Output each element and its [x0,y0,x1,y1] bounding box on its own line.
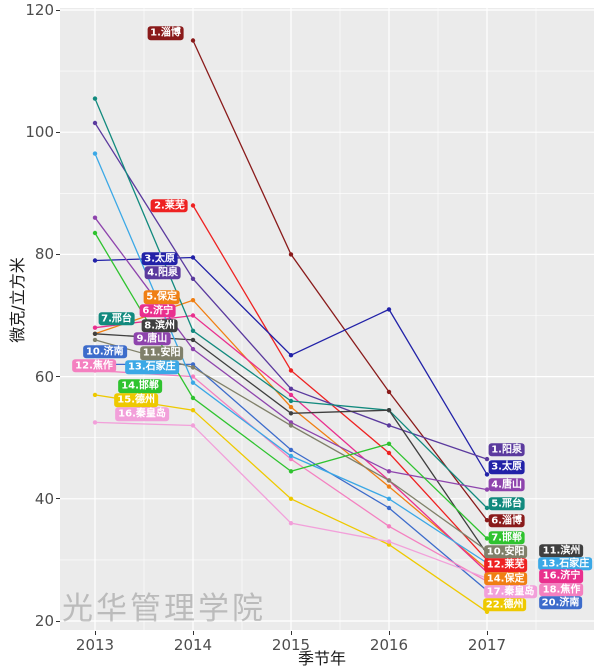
series-label: 7.邯郸 [488,531,525,545]
series-label: 10.济南 [82,344,127,359]
y-tick-label: 120 [25,1,54,19]
series-label: 2.莱芜 [151,198,188,213]
series-label: 14.邯郸 [118,379,162,394]
series-label: 1.阳泉 [488,443,525,457]
series-label: 9.唐山 [133,331,171,346]
y-tick-mark [56,131,60,133]
y-tick-mark [56,498,60,500]
series-label: 4.唐山 [488,477,525,492]
y-tick-label: 20 [34,612,54,630]
series-label: 13.石家庄 [124,360,179,375]
series-label: 16.济宁 [539,569,584,584]
x-tick-mark [94,631,96,635]
series-label: 4.阳泉 [144,265,181,280]
x-tick-mark [388,631,390,635]
y-tick-label: 100 [25,123,54,142]
x-tick-label: 2017 [467,636,507,654]
series-label: 12.焦作 [72,358,116,373]
series-label: 22.德州 [482,597,527,612]
series-label: 5.保定 [143,290,181,304]
x-axis-title: 季节年 [297,649,347,666]
series-label: 5.邢台 [488,496,525,511]
series-label: 7.邢台 [98,311,135,326]
series-label: 6.淄博 [488,514,525,528]
series-label: 18.焦作 [539,583,584,597]
series-label: 14.保定 [483,572,528,586]
series-label: 13.石家庄 [538,556,593,571]
series-label: 1.淄博 [147,26,184,40]
series-label: 16.秦皇岛 [115,407,169,422]
series-label: 6.济宁 [139,303,177,318]
series-label: 15.德州 [114,393,159,408]
y-tick-label: 80 [34,245,54,264]
plot-panel: 1.淄博 2.莱芜 3.太原 4.阳泉 5.保定 6.济宁 7.邢台 8.滨州 9.唐山 10.济… [60,8,594,630]
x-tick-mark [486,631,488,635]
x-tick-label: 2013 [75,636,115,654]
x-tick-label: 2015 [271,636,311,654]
series-label: 11.安阳 [139,346,184,361]
y-tick-mark [56,620,60,622]
y-tick-label: 60 [34,367,54,386]
series-label: 8.滨州 [141,319,179,333]
series-label: 3.太原 [488,460,525,474]
series-label: 10.安阳 [483,545,528,559]
y-tick-mark [56,253,60,255]
x-tick-mark [290,631,292,635]
y-axis-title: 微克/立方米 [8,257,27,343]
x-tick-label: 2014 [173,636,213,654]
series-label: 17.秦皇岛 [483,584,538,599]
series-label: 11.滨州 [539,543,584,558]
series-label: 20.济南 [538,595,583,610]
series-label: 3.太原 [141,251,179,266]
y-tick-mark [56,376,60,378]
series-label-layer: 1.淄博 2.莱芜 3.太原 4.阳泉 5.保定 6.济宁 7.邢台 8.滨州 9.唐山 10.济… [60,8,594,630]
y-tick-mark [56,9,60,11]
y-tick-label: 40 [34,489,54,508]
x-tick-mark [192,631,194,635]
series-label: 12.莱芜 [483,558,528,573]
x-tick-label: 2016 [369,636,409,654]
